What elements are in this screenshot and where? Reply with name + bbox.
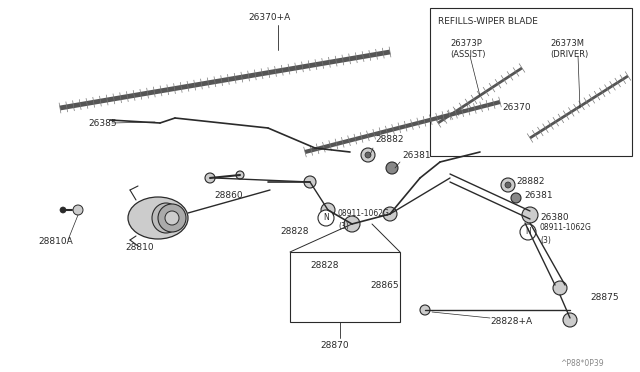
Text: 26370: 26370 <box>502 103 531 112</box>
Text: 28865: 28865 <box>370 280 399 289</box>
Text: 26370+A: 26370+A <box>248 13 291 22</box>
Circle shape <box>563 313 577 327</box>
Text: REFILLS-WIPER BLADE: REFILLS-WIPER BLADE <box>438 17 538 26</box>
Text: 28828: 28828 <box>310 260 339 269</box>
Circle shape <box>383 207 397 221</box>
Circle shape <box>344 216 360 232</box>
Text: 28828: 28828 <box>280 228 308 237</box>
Circle shape <box>520 224 536 240</box>
Text: 26381: 26381 <box>402 151 431 160</box>
Circle shape <box>158 204 186 232</box>
Text: 28828+A: 28828+A <box>490 317 532 327</box>
Circle shape <box>511 193 521 203</box>
Text: 26385: 26385 <box>88 119 116 128</box>
Circle shape <box>165 211 179 225</box>
Ellipse shape <box>152 203 180 233</box>
Text: 28882: 28882 <box>516 177 545 186</box>
Text: (ASSIST): (ASSIST) <box>450 49 486 58</box>
Circle shape <box>205 173 215 183</box>
Circle shape <box>236 171 244 179</box>
Text: 26373P: 26373P <box>450 38 482 48</box>
Text: 08911-1062G: 08911-1062G <box>338 208 390 218</box>
Text: (3): (3) <box>338 221 349 231</box>
Circle shape <box>501 178 515 192</box>
Text: 26373M: 26373M <box>550 38 584 48</box>
Text: 28875: 28875 <box>590 294 619 302</box>
Circle shape <box>73 205 83 215</box>
Text: ^P88*0P39: ^P88*0P39 <box>560 359 604 369</box>
Circle shape <box>505 182 511 188</box>
Circle shape <box>361 148 375 162</box>
Circle shape <box>386 162 398 174</box>
Bar <box>430 8 632 156</box>
Text: (DRIVER): (DRIVER) <box>550 49 588 58</box>
Text: N: N <box>525 228 531 237</box>
Text: 28810: 28810 <box>125 244 154 253</box>
Ellipse shape <box>128 197 188 239</box>
Circle shape <box>522 207 538 223</box>
Bar <box>290 252 400 322</box>
Text: N: N <box>323 214 329 222</box>
Circle shape <box>365 152 371 158</box>
Text: 28882: 28882 <box>375 135 403 144</box>
Text: 28870: 28870 <box>320 340 349 350</box>
Circle shape <box>304 176 316 188</box>
Circle shape <box>420 305 430 315</box>
Circle shape <box>60 207 66 213</box>
Text: (3): (3) <box>540 235 551 244</box>
Text: 28860: 28860 <box>214 190 243 199</box>
Text: 08911-1062G: 08911-1062G <box>540 222 592 231</box>
Circle shape <box>321 203 335 217</box>
Circle shape <box>318 210 334 226</box>
Text: 26380: 26380 <box>540 214 568 222</box>
Text: 26381: 26381 <box>524 192 552 201</box>
Text: 28810A: 28810A <box>38 237 73 247</box>
Circle shape <box>553 281 567 295</box>
